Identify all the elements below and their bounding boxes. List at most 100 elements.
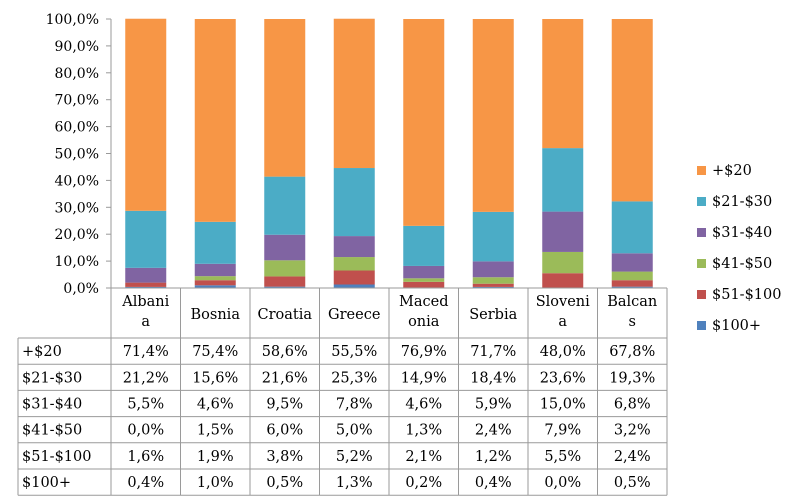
category-label: s bbox=[629, 314, 636, 330]
legend-swatch bbox=[697, 197, 706, 206]
legend-swatch bbox=[697, 228, 706, 237]
y-tick-label: 100,0% bbox=[46, 12, 99, 28]
data-label: 0,5% bbox=[614, 475, 651, 491]
bar-segment bbox=[472, 19, 514, 212]
bar-segment bbox=[403, 265, 445, 279]
bar-segment bbox=[611, 201, 653, 254]
data-label: 21,6% bbox=[262, 370, 308, 386]
data-label: 1,9% bbox=[197, 449, 234, 465]
table-row-label: $31-$40 bbox=[22, 397, 82, 413]
bar-segment bbox=[472, 261, 514, 278]
bar-segment bbox=[333, 270, 375, 285]
bar-segment bbox=[194, 276, 236, 281]
data-label: 2,4% bbox=[475, 423, 512, 439]
y-tick-label: 40,0% bbox=[55, 173, 99, 189]
data-label: 5,5% bbox=[127, 397, 164, 413]
data-label: 14,9% bbox=[401, 370, 447, 386]
bar-segment bbox=[194, 280, 236, 286]
data-label: 71,7% bbox=[470, 344, 516, 360]
data-label: 5,5% bbox=[544, 449, 581, 465]
bar-segment bbox=[542, 251, 584, 274]
data-label: 6,8% bbox=[614, 397, 651, 413]
bar-segment bbox=[264, 176, 306, 235]
category-label: a bbox=[558, 314, 567, 330]
data-label: 4,6% bbox=[197, 397, 234, 413]
table-row-label: +$20 bbox=[22, 344, 62, 360]
data-label: 4,6% bbox=[405, 397, 442, 413]
table-row-label: $51-$100 bbox=[22, 449, 91, 465]
data-label: 5,2% bbox=[336, 449, 373, 465]
data-label: 1,3% bbox=[405, 423, 442, 439]
y-tick-label: 30,0% bbox=[55, 200, 99, 216]
y-tick-label: 90,0% bbox=[55, 39, 99, 55]
data-label: 0,2% bbox=[405, 475, 442, 491]
legend-label: $31-$40 bbox=[712, 225, 772, 241]
category-label: Greece bbox=[328, 307, 380, 323]
bar-segment bbox=[542, 148, 584, 212]
data-label: 25,3% bbox=[331, 370, 377, 386]
data-label: 1,5% bbox=[197, 423, 234, 439]
bar-segment bbox=[333, 236, 375, 258]
legend-swatch bbox=[697, 290, 706, 299]
category-label: Croatia bbox=[257, 307, 312, 323]
data-label: 67,8% bbox=[609, 344, 655, 360]
data-label: 15,0% bbox=[540, 397, 586, 413]
data-label: 6,0% bbox=[266, 423, 303, 439]
legend-swatch bbox=[697, 166, 706, 175]
data-label: 0,5% bbox=[266, 475, 303, 491]
data-label: 58,6% bbox=[262, 344, 308, 360]
bar-segment bbox=[264, 234, 306, 261]
bar-segment bbox=[125, 18, 167, 211]
bar-segment bbox=[333, 18, 375, 169]
bar-segment bbox=[403, 281, 445, 288]
bar-segment bbox=[194, 263, 236, 277]
bar-segment bbox=[194, 285, 236, 288]
data-label: 18,4% bbox=[470, 370, 516, 386]
legend-swatch bbox=[697, 321, 706, 330]
bar-segment bbox=[542, 19, 584, 149]
bar-segment bbox=[611, 271, 653, 281]
category-label: Serbia bbox=[469, 307, 517, 323]
data-label: 0,4% bbox=[127, 475, 164, 491]
data-label: 71,4% bbox=[123, 344, 169, 360]
bar-segment bbox=[264, 19, 306, 177]
data-label: 2,4% bbox=[614, 449, 651, 465]
bar-segment bbox=[194, 19, 236, 222]
bar-segment bbox=[264, 276, 306, 287]
legend-swatch bbox=[697, 259, 706, 268]
category-label: Albani bbox=[121, 294, 169, 310]
data-label: 5,9% bbox=[475, 397, 512, 413]
table-row-label: $100+ bbox=[22, 475, 71, 491]
data-label: 2,1% bbox=[405, 449, 442, 465]
y-tick-label: 70,0% bbox=[55, 93, 99, 109]
category-label: Sloveni bbox=[536, 294, 590, 310]
bar-segment bbox=[194, 221, 236, 264]
bar-segment bbox=[472, 286, 514, 288]
bar-segment bbox=[264, 260, 306, 277]
data-label: 7,8% bbox=[336, 397, 373, 413]
data-label: 3,8% bbox=[266, 449, 303, 465]
table-row-label: $41-$50 bbox=[22, 423, 82, 439]
legend-label: $100+ bbox=[712, 318, 761, 334]
bar-segment bbox=[125, 267, 167, 283]
bar-segment bbox=[125, 286, 167, 288]
bar-segment bbox=[472, 277, 514, 284]
data-label: 1,2% bbox=[475, 449, 512, 465]
category-label: a bbox=[141, 314, 150, 330]
bar-segment bbox=[333, 168, 375, 237]
data-label: 55,5% bbox=[331, 344, 377, 360]
data-label: 75,4% bbox=[192, 344, 238, 360]
bar-segment bbox=[264, 286, 306, 288]
data-label: 15,6% bbox=[192, 370, 238, 386]
data-label: 0,0% bbox=[544, 475, 581, 491]
data-label: 3,2% bbox=[614, 423, 651, 439]
data-label: 9,5% bbox=[266, 397, 303, 413]
category-label: Bosnia bbox=[191, 307, 241, 323]
bar-segment bbox=[333, 257, 375, 271]
bar-segment bbox=[542, 211, 584, 252]
y-tick-label: 0,0% bbox=[63, 281, 99, 297]
y-tick-label: 60,0% bbox=[55, 120, 99, 136]
y-tick-label: 80,0% bbox=[55, 66, 99, 82]
bar-segment bbox=[333, 284, 375, 288]
